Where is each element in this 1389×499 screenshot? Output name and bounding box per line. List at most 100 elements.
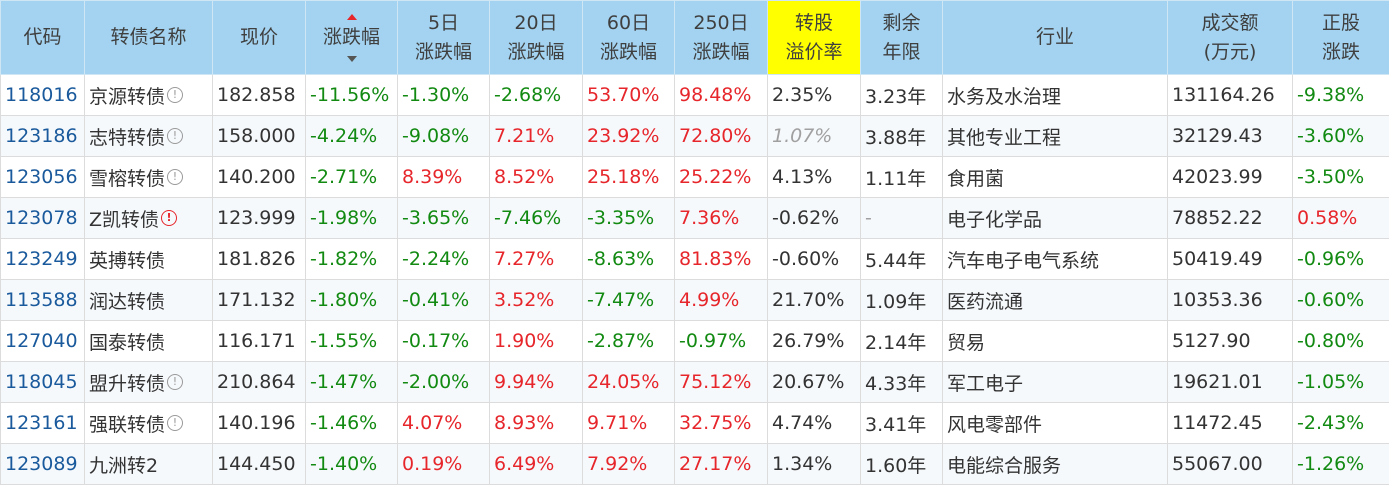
cell-name[interactable]: 强联转债! bbox=[84, 402, 213, 444]
cell-premium: 4.13% bbox=[767, 156, 861, 198]
cell-years: 1.11年 bbox=[860, 156, 943, 198]
table-row[interactable]: 123078 Z凯转债! 123.999 -1.98% -3.65% -7.46% -3.3… bbox=[0, 197, 1389, 239]
cell-industry: 电子化学品 bbox=[942, 197, 1168, 239]
sort-asc-icon[interactable] bbox=[346, 14, 357, 20]
cell-name[interactable]: 志特转债! bbox=[84, 115, 213, 157]
cell-chg20: 3.52% bbox=[489, 279, 583, 321]
cell-code[interactable]: 123186 bbox=[0, 115, 85, 157]
column-header-stock-chg[interactable]: 正股 涨跌 bbox=[1292, 0, 1389, 75]
cell-name[interactable]: 国泰转债 bbox=[84, 320, 213, 362]
column-header-name[interactable]: 转债名称 bbox=[84, 0, 213, 75]
table-row[interactable]: 127040 国泰转债 116.171 -1.55% -0.17% 1.90% -2.87%… bbox=[0, 320, 1389, 362]
table-row[interactable]: 118045 盟升转债! 210.864 -1.47% -2.00% 9.94% 24.05… bbox=[0, 361, 1389, 403]
info-icon[interactable]: ! bbox=[167, 128, 184, 144]
cell-name[interactable]: 盟升转债! bbox=[84, 361, 213, 403]
cell-code[interactable]: 123078 bbox=[0, 197, 85, 239]
cell-price: 144.450 bbox=[212, 443, 306, 485]
header-label: 转债名称 bbox=[110, 26, 187, 48]
column-header-chg20[interactable]: 20日 涨跌幅 bbox=[489, 0, 583, 75]
column-header-chg[interactable]: 涨跌幅 bbox=[305, 0, 398, 75]
bond-name[interactable]: 盟升转债 bbox=[89, 372, 166, 395]
cell-years: 1.09年 bbox=[860, 279, 943, 321]
bond-name[interactable]: 英搏转债 bbox=[89, 249, 166, 272]
cell-industry: 军工电子 bbox=[942, 361, 1168, 403]
cell-code[interactable]: 123089 bbox=[0, 443, 85, 485]
cell-years: 3.41年 bbox=[860, 402, 943, 444]
info-icon[interactable]: ! bbox=[167, 169, 184, 185]
cell-stock-chg: -1.26% bbox=[1292, 443, 1389, 485]
column-header-years[interactable]: 剩余 年限 bbox=[860, 0, 943, 75]
table-row[interactable]: 123161 强联转债! 140.196 -1.46% 4.07% 8.93% 9.71% 3… bbox=[0, 402, 1389, 444]
cell-chg60: -7.47% bbox=[582, 279, 675, 321]
cell-industry: 汽车电子电气系统 bbox=[942, 238, 1168, 280]
cell-chg5: -1.30% bbox=[397, 74, 490, 116]
cell-price: 116.171 bbox=[212, 320, 306, 362]
cell-chg: -11.56% bbox=[305, 74, 398, 116]
info-icon[interactable]: ! bbox=[167, 87, 184, 103]
bond-name[interactable]: Z凯转债 bbox=[89, 208, 160, 231]
table-row[interactable]: 123186 志特转债! 158.000 -4.24% -9.08% 7.21% 23.92… bbox=[0, 115, 1389, 157]
cell-premium: 1.34% bbox=[767, 443, 861, 485]
cell-volume: 50419.49 bbox=[1167, 238, 1293, 280]
cell-code[interactable]: 113588 bbox=[0, 279, 85, 321]
table-row[interactable]: 118016 京源转债! 182.858 -11.56% -1.30% -2.68% 53.… bbox=[0, 74, 1389, 116]
table-row[interactable]: 113588 润达转债 171.132 -1.80% -0.41% 3.52% -7.47%… bbox=[0, 279, 1389, 321]
table-row[interactable]: 123056 雪榕转债! 140.200 -2.71% 8.39% 8.52% 25.18%… bbox=[0, 156, 1389, 198]
bond-name[interactable]: 九洲转2 bbox=[89, 454, 159, 477]
cell-premium: -0.62% bbox=[767, 197, 861, 239]
cell-stock-chg: -0.96% bbox=[1292, 238, 1389, 280]
cell-chg20: 6.49% bbox=[489, 443, 583, 485]
cell-name[interactable]: 润达转债 bbox=[84, 279, 213, 321]
column-header-volume[interactable]: 成交额 (万元) bbox=[1167, 0, 1293, 75]
cell-chg250: 7.36% bbox=[674, 197, 768, 239]
cell-chg: -1.40% bbox=[305, 443, 398, 485]
bond-name[interactable]: 志特转债 bbox=[89, 126, 166, 149]
cell-chg60: -3.35% bbox=[582, 197, 675, 239]
column-header-chg5[interactable]: 5日 涨跌幅 bbox=[397, 0, 490, 75]
bond-name[interactable]: 国泰转债 bbox=[89, 331, 166, 354]
header-label: 年限 bbox=[882, 40, 921, 63]
cell-code[interactable]: 118045 bbox=[0, 361, 85, 403]
column-header-chg250[interactable]: 250日 涨跌幅 bbox=[674, 0, 768, 75]
header-label: 20日 bbox=[514, 11, 558, 34]
cell-industry: 风电零部件 bbox=[942, 402, 1168, 444]
bond-name[interactable]: 润达转债 bbox=[89, 290, 166, 313]
bond-name[interactable]: 强联转债 bbox=[89, 413, 166, 436]
header-label: 涨跌 bbox=[1321, 40, 1360, 63]
cell-code[interactable]: 127040 bbox=[0, 320, 85, 362]
cell-name[interactable]: 九洲转2 bbox=[84, 443, 213, 485]
cell-code[interactable]: 123056 bbox=[0, 156, 85, 198]
cell-name[interactable]: Z凯转债! bbox=[84, 197, 213, 239]
cell-chg250: 32.75% bbox=[674, 402, 768, 444]
cell-name[interactable]: 京源转债! bbox=[84, 74, 213, 116]
cell-chg60: 7.92% bbox=[582, 443, 675, 485]
column-header-code[interactable]: 代码 bbox=[0, 0, 85, 75]
cell-chg5: -2.24% bbox=[397, 238, 490, 280]
column-header-chg60[interactable]: 60日 涨跌幅 bbox=[582, 0, 675, 75]
header-label: 涨跌幅 bbox=[599, 40, 657, 63]
bond-name[interactable]: 雪榕转债 bbox=[89, 167, 166, 190]
cell-years: - bbox=[860, 197, 943, 239]
column-header-price[interactable]: 现价 bbox=[212, 0, 306, 75]
table-header: 代码 转债名称 现价 涨跌幅 5日 涨跌幅 20日 涨跌幅 60日 涨跌幅 250日 涨跌幅 转股 溢价率… bbox=[0, 0, 1389, 75]
bond-name[interactable]: 京源转债 bbox=[89, 85, 166, 108]
cell-code[interactable]: 118016 bbox=[0, 74, 85, 116]
table-body: 118016 京源转债! 182.858 -11.56% -1.30% -2.68% 53.… bbox=[0, 74, 1389, 485]
info-icon[interactable]: ! bbox=[167, 415, 184, 431]
table-row[interactable]: 123249 英搏转债 181.826 -1.82% -2.24% 7.27% -8.63%… bbox=[0, 238, 1389, 280]
table-row[interactable]: 123089 九洲转2 144.450 -1.40% 0.19% 6.49% 7.92% 27… bbox=[0, 443, 1389, 485]
sort-desc-icon[interactable] bbox=[346, 56, 357, 62]
cell-chg60: 23.92% bbox=[582, 115, 675, 157]
cell-chg: -1.55% bbox=[305, 320, 398, 362]
cell-name[interactable]: 英搏转债 bbox=[84, 238, 213, 280]
cell-code[interactable]: 123161 bbox=[0, 402, 85, 444]
info-icon[interactable]: ! bbox=[167, 374, 184, 390]
cell-code[interactable]: 123249 bbox=[0, 238, 85, 280]
cell-name[interactable]: 雪榕转债! bbox=[84, 156, 213, 198]
cell-stock-chg: -9.38% bbox=[1292, 74, 1389, 116]
column-header-industry[interactable]: 行业 bbox=[942, 0, 1168, 75]
cell-chg250: 72.80% bbox=[674, 115, 768, 157]
cell-price: 210.864 bbox=[212, 361, 306, 403]
column-header-premium[interactable]: 转股 溢价率 bbox=[767, 0, 861, 75]
warning-icon[interactable]: ! bbox=[161, 210, 178, 226]
